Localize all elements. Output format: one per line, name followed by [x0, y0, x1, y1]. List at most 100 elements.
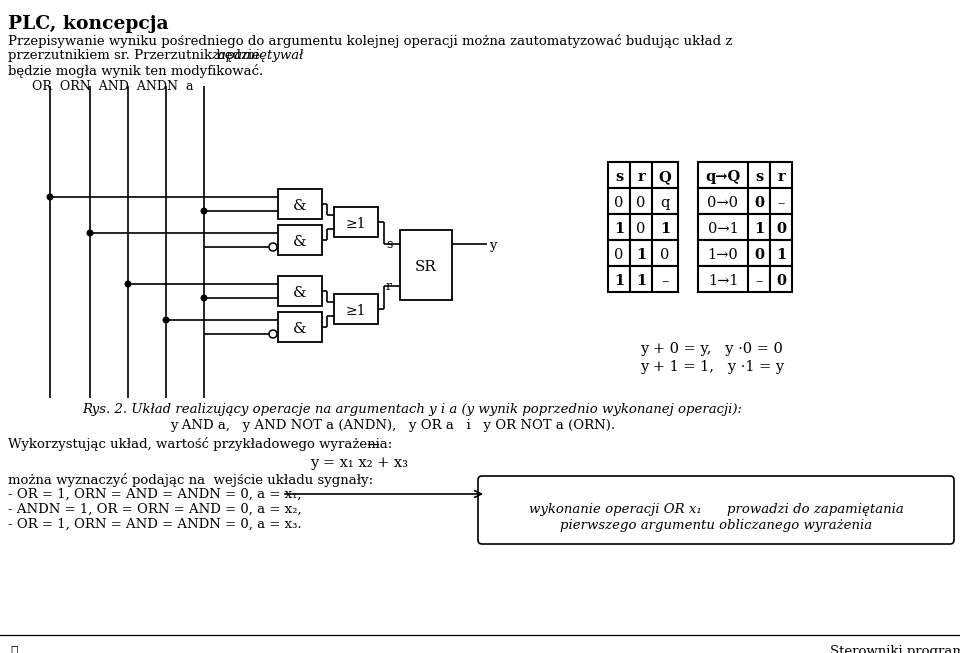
Bar — [608, 240, 630, 266]
Bar — [278, 312, 322, 342]
Text: 1: 1 — [613, 274, 624, 288]
Text: ≥1: ≥1 — [346, 217, 367, 231]
Text: 0: 0 — [614, 248, 624, 262]
Text: s: s — [755, 170, 763, 184]
Bar — [608, 188, 630, 214]
Text: 0: 0 — [776, 274, 786, 288]
Text: będzie mogła wynik ten modyfikować.: będzie mogła wynik ten modyfikować. — [8, 64, 263, 78]
Text: r: r — [386, 281, 392, 293]
Bar — [334, 207, 378, 237]
Text: 0: 0 — [636, 222, 646, 236]
Circle shape — [125, 281, 131, 287]
Text: 1→1: 1→1 — [708, 274, 738, 288]
Text: q→Q: q→Q — [706, 170, 740, 184]
Text: - OR = 1, ORN = AND = ANDN = 0, a = x₃.: - OR = 1, ORN = AND = ANDN = 0, a = x₃. — [8, 518, 301, 531]
Bar — [630, 240, 652, 266]
Text: 0→1: 0→1 — [708, 222, 738, 236]
Text: y: y — [489, 238, 496, 251]
Text: s: s — [614, 170, 623, 184]
Text: y AND a,   y AND NOT a (ANDN),   y OR a   i   y OR NOT a (ORN).: y AND a, y AND NOT a (ANDN), y OR a i y … — [170, 419, 615, 432]
Bar — [608, 162, 630, 188]
Bar — [278, 225, 322, 255]
Text: y + 1 = 1,   y ·1 = y: y + 1 = 1, y ·1 = y — [640, 360, 784, 374]
Text: r: r — [637, 170, 645, 184]
Text: pierwszego argumentu obliczanego wyrażenia: pierwszego argumentu obliczanego wyrażen… — [560, 519, 872, 532]
Circle shape — [269, 243, 277, 251]
Text: 0: 0 — [660, 248, 670, 262]
Text: 1: 1 — [636, 248, 646, 262]
Text: Sterowniki programowalne f.1/4: Sterowniki programowalne f.1/4 — [830, 645, 960, 653]
Bar — [630, 266, 652, 292]
Text: OR  ORN  AND  ANDN  a: OR ORN AND ANDN a — [32, 80, 194, 93]
Text: –: – — [661, 274, 669, 288]
Bar — [748, 240, 770, 266]
Bar — [652, 162, 678, 188]
Bar — [698, 266, 748, 292]
Bar — [608, 266, 630, 292]
Text: zapamiętywał: zapamiętywał — [211, 49, 303, 62]
Text: ★: ★ — [10, 645, 17, 653]
Bar — [770, 240, 792, 266]
Bar — [630, 162, 652, 188]
Circle shape — [269, 330, 277, 338]
Text: 0: 0 — [776, 222, 786, 236]
Text: &: & — [293, 235, 307, 249]
Text: 1→0: 1→0 — [708, 248, 738, 262]
Bar — [334, 294, 378, 324]
Bar — [652, 214, 678, 240]
Text: wykonanie operacji OR x₁         prowadzi do zapamiętania: wykonanie operacji OR x₁ prowadzi do zap… — [529, 503, 903, 516]
Bar — [770, 214, 792, 240]
Bar — [698, 240, 748, 266]
Bar — [770, 162, 792, 188]
Text: 1: 1 — [636, 274, 646, 288]
Bar — [278, 189, 322, 219]
Text: przerzutnikiem sr. Przerzutnik będzie: przerzutnikiem sr. Przerzutnik będzie — [8, 49, 264, 62]
Bar — [652, 188, 678, 214]
Bar — [748, 266, 770, 292]
FancyBboxPatch shape — [478, 476, 954, 544]
Bar — [630, 214, 652, 240]
Text: &: & — [293, 322, 307, 336]
Bar — [630, 188, 652, 214]
Bar — [748, 162, 770, 188]
Circle shape — [202, 295, 206, 301]
Text: &: & — [293, 199, 307, 213]
Bar — [652, 266, 678, 292]
Text: 0: 0 — [636, 196, 646, 210]
Text: r: r — [778, 170, 785, 184]
Bar — [652, 240, 678, 266]
Text: q: q — [660, 196, 670, 210]
Text: s: s — [386, 238, 393, 251]
Text: y = x₁ x₂ + x₃: y = x₁ x₂ + x₃ — [310, 456, 408, 470]
Text: y + 0 = y,   y ·0 = 0: y + 0 = y, y ·0 = 0 — [640, 342, 782, 356]
Text: &: & — [293, 286, 307, 300]
Text: ≥1: ≥1 — [346, 304, 367, 318]
Text: Wykorzystując układ, wartość przykładowego wyrażenia:: Wykorzystując układ, wartość przykładowe… — [8, 437, 393, 451]
Text: SR: SR — [415, 260, 437, 274]
Text: Q: Q — [659, 170, 671, 184]
Text: 1: 1 — [776, 248, 786, 262]
Text: PLC, koncepcja: PLC, koncepcja — [8, 15, 169, 33]
Text: 0: 0 — [754, 248, 764, 262]
Text: można wyznaczyć podając na  wejście układu sygnały:: można wyznaczyć podając na wejście układ… — [8, 473, 373, 487]
Bar — [698, 162, 748, 188]
Text: 1: 1 — [754, 222, 764, 236]
Text: –: – — [778, 196, 784, 210]
Text: 0: 0 — [614, 196, 624, 210]
Text: 0→0: 0→0 — [708, 196, 738, 210]
Bar — [770, 266, 792, 292]
Bar — [698, 188, 748, 214]
Bar — [770, 188, 792, 214]
Bar — [400, 230, 452, 300]
Text: - OR = 1, ORN = AND = ANDN = 0, a = x₁,: - OR = 1, ORN = AND = ANDN = 0, a = x₁, — [8, 488, 301, 501]
Text: 1: 1 — [660, 222, 670, 236]
Bar — [748, 214, 770, 240]
Bar — [608, 214, 630, 240]
Text: 1: 1 — [613, 222, 624, 236]
Circle shape — [87, 231, 93, 236]
Circle shape — [202, 208, 206, 214]
Text: 0: 0 — [754, 196, 764, 210]
Text: –: – — [756, 274, 762, 288]
Circle shape — [163, 317, 169, 323]
Bar — [748, 188, 770, 214]
